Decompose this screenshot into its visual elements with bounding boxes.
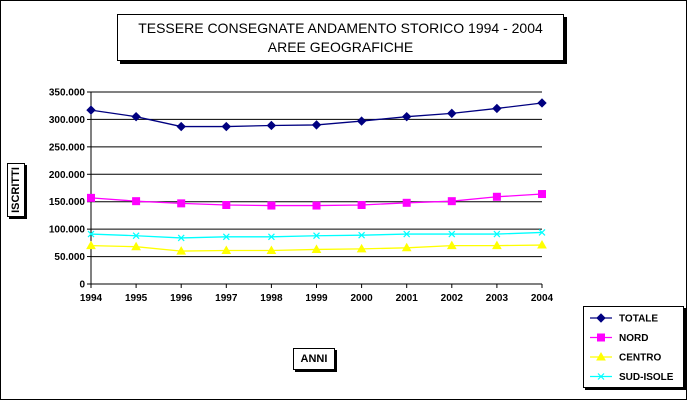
data-point-centro [537, 240, 547, 249]
data-point-sud-isole [493, 230, 501, 238]
x-tick-label: 2004 [531, 293, 554, 304]
data-point-nord [177, 199, 186, 208]
x-tick-label: 2002 [441, 293, 464, 304]
y-axis-label-box: ISCRITTI [7, 163, 25, 217]
legend-marker-centro [596, 351, 606, 361]
legend-marker-sud-isole [597, 373, 605, 380]
data-point-centro [176, 246, 187, 255]
y-tick-label: 200.000 [49, 170, 86, 181]
x-tick-label: 1994 [80, 293, 103, 304]
data-point-nord [132, 197, 141, 206]
chart-title-line1: TESSERE CONSEGNATE ANDAMENTO STORICO 199… [138, 20, 543, 36]
y-axis-label: ISCRITTI [10, 167, 22, 213]
data-point-totale [176, 121, 186, 132]
data-point-centro [492, 240, 502, 250]
legend: TOTALE NORD CENTRO SUD-ISOLE [583, 306, 684, 388]
data-point-centro [131, 241, 141, 251]
data-point-sud-isole [358, 231, 366, 239]
x-axis-label: ANNI [293, 348, 335, 370]
data-point-totale [266, 120, 277, 131]
legend-label-totale: TOTALE [619, 314, 658, 325]
legend-label-nord: NORD [619, 333, 648, 344]
data-point-totale [86, 105, 96, 115]
x-tick-label: 2003 [486, 293, 509, 304]
data-point-totale [492, 103, 502, 114]
data-point-centro [311, 244, 322, 253]
data-point-sud-isole [222, 233, 230, 241]
data-point-sud-isole [87, 230, 95, 238]
chart-title-line2: AREE GEOGRAFICHE [267, 39, 414, 55]
data-point-centro [401, 242, 412, 252]
data-point-nord [222, 201, 231, 210]
data-point-totale [221, 121, 232, 132]
data-point-totale [537, 98, 547, 108]
x-tick-label: 1999 [305, 293, 328, 304]
data-point-sud-isole [267, 233, 275, 241]
data-point-nord [492, 192, 501, 201]
chart-title: TESSERE CONSEGNATE ANDAMENTO STORICO 199… [117, 14, 564, 61]
data-point-totale [131, 111, 141, 122]
data-point-centro [356, 243, 367, 253]
data-point-sud-isole [403, 230, 411, 238]
data-point-sud-isole [538, 229, 546, 236]
data-point-nord [357, 201, 366, 210]
y-tick-label: 50.000 [54, 252, 85, 263]
y-tick-label: 300.000 [49, 115, 86, 126]
x-tick-label: 1995 [125, 293, 148, 304]
data-point-sud-isole [448, 230, 456, 238]
data-point-totale [401, 111, 412, 122]
data-point-sud-isole [132, 232, 140, 240]
legend-marker-totale [596, 313, 606, 323]
y-tick-label: 100.000 [49, 225, 86, 236]
data-point-centro [221, 245, 232, 255]
data-point-nord [267, 201, 276, 210]
data-point-centro [446, 240, 457, 250]
data-point-nord [312, 201, 321, 210]
x-tick-label: 1997 [215, 293, 238, 304]
y-tick-label: 250.000 [49, 142, 86, 153]
y-tick-label: 0 [79, 280, 85, 291]
data-point-sud-isole [313, 232, 320, 240]
x-tick-label: 2000 [350, 293, 373, 304]
x-tick-label: 2001 [396, 293, 419, 304]
data-point-sud-isole [177, 234, 185, 242]
legend-label-sud-isole: SUD-ISOLE [619, 372, 674, 383]
data-point-totale [356, 116, 367, 126]
data-point-nord [447, 197, 456, 206]
y-tick-label: 350.000 [49, 88, 86, 99]
x-tick-label: 1998 [260, 293, 283, 304]
data-point-centro [86, 240, 96, 250]
data-point-totale [311, 120, 322, 130]
data-point-centro [266, 245, 277, 255]
data-point-nord [87, 193, 95, 202]
data-point-totale [447, 108, 457, 119]
data-point-nord [402, 198, 411, 207]
x-tick-label: 1996 [170, 293, 193, 304]
legend-marker-nord [597, 333, 605, 342]
data-point-nord [538, 190, 546, 199]
y-tick-label: 150.000 [49, 197, 86, 208]
legend-label-centro: CENTRO [619, 353, 661, 364]
